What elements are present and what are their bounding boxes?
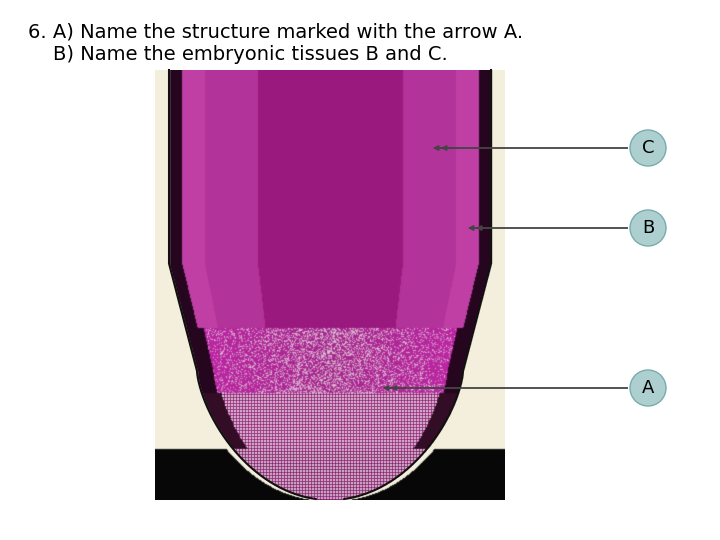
Text: C: C (642, 139, 654, 157)
Text: A: A (642, 379, 654, 397)
Text: B) Name the embryonic tissues B and C.: B) Name the embryonic tissues B and C. (28, 45, 448, 64)
Circle shape (630, 210, 666, 246)
Text: B: B (642, 219, 654, 237)
Circle shape (630, 130, 666, 166)
Circle shape (630, 370, 666, 406)
Text: 6. A) Name the structure marked with the arrow A.: 6. A) Name the structure marked with the… (28, 22, 523, 41)
